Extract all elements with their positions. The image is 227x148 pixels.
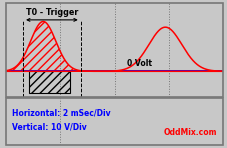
Bar: [29, 71, 69, 93]
Text: 0 Volt: 0 Volt: [126, 59, 151, 68]
Text: T0 - Trigger: T0 - Trigger: [26, 8, 78, 17]
Text: OddMix.com: OddMix.com: [163, 128, 216, 137]
Bar: [6, 3, 222, 97]
Text: Horizontal: 2 mSec/Div: Horizontal: 2 mSec/Div: [12, 109, 110, 118]
Text: Vertical: 10 V/Div: Vertical: 10 V/Div: [12, 123, 87, 132]
